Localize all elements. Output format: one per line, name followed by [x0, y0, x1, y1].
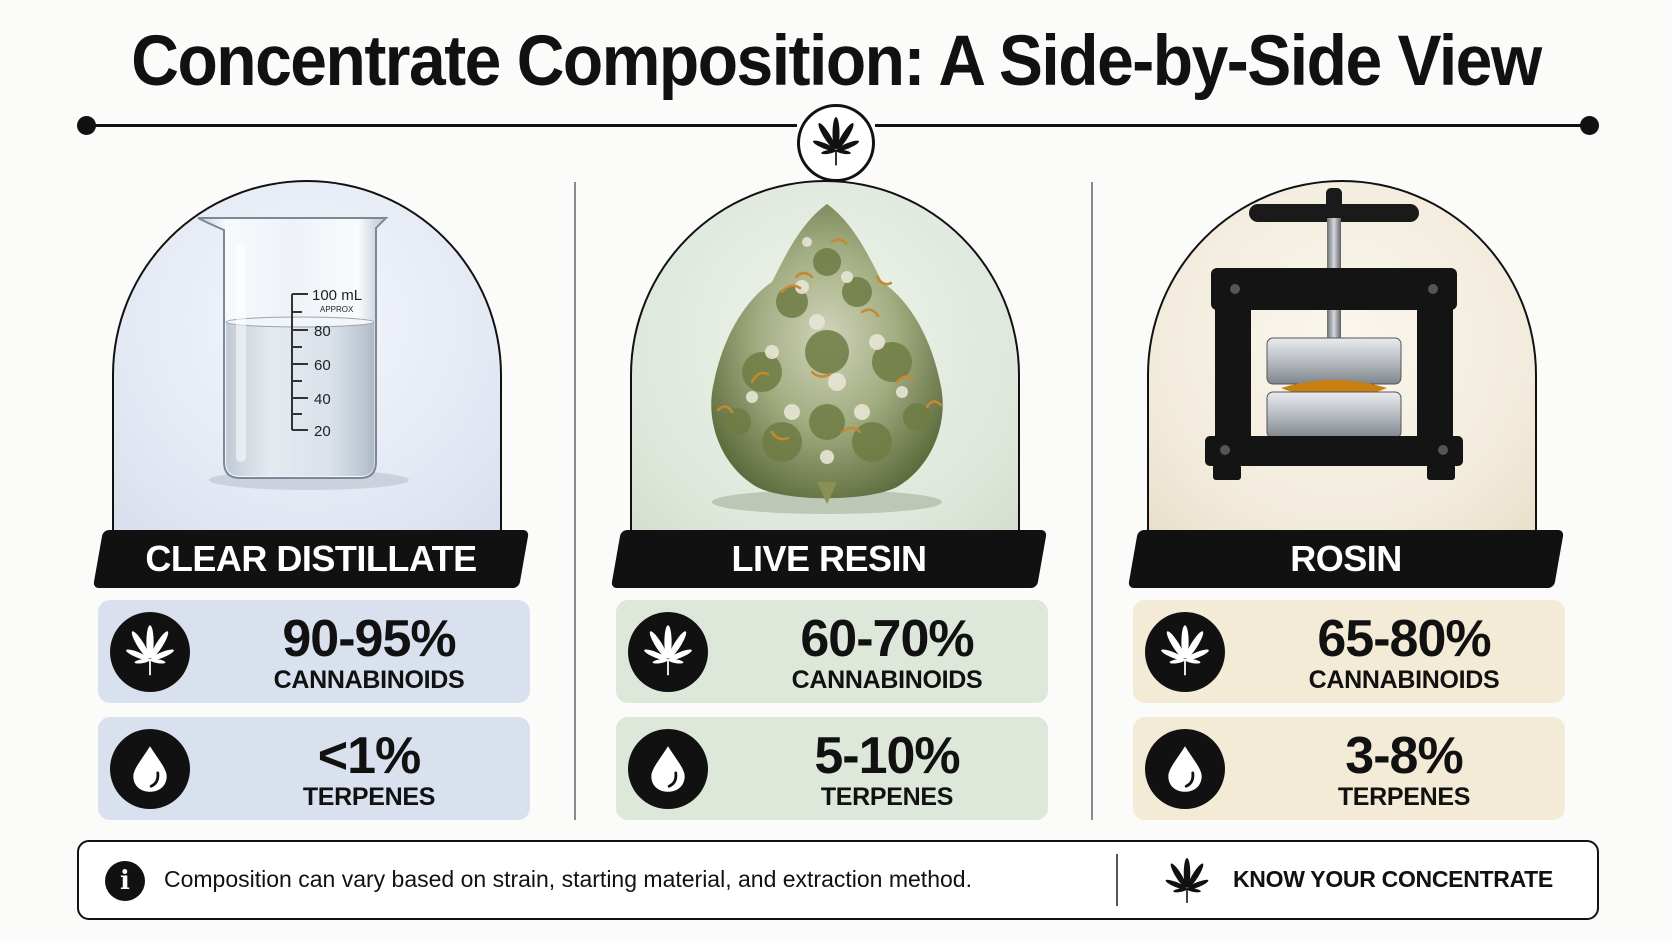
resin-cannabinoids-value: 60-70% — [800, 610, 974, 668]
footer-note-box: i Composition can vary based on strain, … — [77, 840, 1599, 920]
cannabis-leaf-icon — [628, 612, 708, 692]
cannabis-leaf-icon — [1145, 612, 1225, 692]
beaker-mark-100: 100 mL — [312, 287, 362, 304]
resin-cannabinoids-label: CANNABINOIDS — [791, 666, 983, 694]
beaker-mark-60: 60 — [314, 357, 331, 374]
distillate-cannabinoids-label: CANNABINOIDS — [273, 666, 465, 694]
cannabis-leaf-icon — [1164, 858, 1210, 903]
footer-separator — [1116, 854, 1118, 906]
distillate-cannabinoids-value: 90-95% — [282, 610, 456, 668]
rule-right-endpoint — [1580, 116, 1599, 135]
column-divider-2 — [1091, 182, 1093, 820]
resin-terpenes-card: 5-10% TERPENES — [616, 717, 1048, 820]
column-divider-1 — [574, 182, 576, 820]
column-rosin: ROSIN 65-80% CANNABINOIDS 3-8% TERPENES — [1127, 180, 1573, 820]
header-leaf-badge — [797, 104, 875, 182]
rosin-terpenes-label: TERPENES — [1337, 783, 1471, 811]
column-clear-distillate: 100 mL APPROX 80 60 40 20 CLEAR DISTILLA… — [92, 180, 538, 820]
droplet-icon — [110, 729, 190, 809]
beaker-mark-approx: APPROX — [320, 305, 354, 314]
distillate-image-circle: 100 mL APPROX 80 60 40 20 — [112, 180, 502, 530]
distillate-title: CLEAR DISTILLATE — [145, 538, 477, 579]
beaker-mark-80: 80 — [314, 323, 331, 340]
distillate-cannabinoids-card: 90-95% CANNABINOIDS — [98, 600, 530, 703]
cannabis-leaf-icon — [110, 612, 190, 692]
distillate-terpenes-card: <1% TERPENES — [98, 717, 530, 820]
rosin-title-ribbon: ROSIN — [1127, 530, 1565, 588]
resin-cannabinoids-card: 60-70% CANNABINOIDS — [616, 600, 1048, 703]
cannabis-leaf-icon — [812, 117, 860, 166]
rosin-terpenes-card: 3-8% TERPENES — [1133, 717, 1565, 820]
glass-beaker-illustration: 100 mL APPROX 80 60 40 20 — [197, 217, 409, 490]
rosin-cannabinoids-label: CANNABINOIDS — [1308, 666, 1500, 694]
distillate-terpenes-label: TERPENES — [302, 783, 436, 811]
droplet-icon — [1145, 729, 1225, 809]
distillate-terpenes-value: <1% — [317, 727, 422, 785]
rosin-cannabinoids-value: 65-80% — [1317, 610, 1491, 668]
title-rule-left — [86, 124, 797, 127]
resin-title-ribbon: LIVE RESIN — [610, 530, 1048, 588]
rosin-terpenes-value: 3-8% — [1345, 727, 1463, 785]
resin-terpenes-label: TERPENES — [820, 783, 954, 811]
distillate-title-ribbon: CLEAR DISTILLATE — [92, 530, 530, 588]
beaker-mark-40: 40 — [314, 391, 331, 408]
droplet-icon — [628, 729, 708, 809]
info-icon: i — [105, 861, 145, 901]
resin-terpenes-value: 5-10% — [814, 727, 960, 785]
title-rule-right — [875, 124, 1589, 127]
beaker-mark-20: 20 — [314, 423, 331, 440]
resin-image-circle — [630, 180, 1020, 530]
rosin-title: ROSIN — [1290, 538, 1402, 579]
cannabis-bud-illustration — [711, 204, 943, 514]
rosin-cannabinoids-card: 65-80% CANNABINOIDS — [1133, 600, 1565, 703]
rosin-press-illustration — [1205, 188, 1463, 480]
footer-tagline: KNOW YOUR CONCENTRATE — [1233, 866, 1553, 892]
footer-note: Composition can vary based on strain, st… — [164, 866, 972, 892]
rosin-image-circle — [1147, 180, 1537, 530]
resin-title: LIVE RESIN — [731, 538, 927, 579]
column-live-resin: LIVE RESIN 60-70% CANNABINOIDS 5-10% TER… — [610, 180, 1056, 820]
page-title: Concentrate Composition: A Side-by-Side … — [131, 20, 1542, 100]
